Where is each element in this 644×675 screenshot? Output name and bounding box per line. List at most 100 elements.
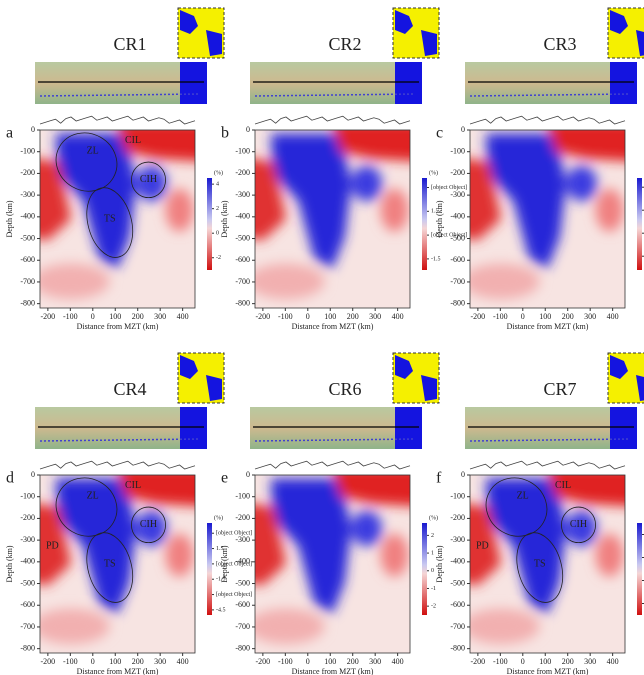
y-tick-label: -500 (20, 578, 35, 587)
x-tick-label: 100 (324, 312, 336, 321)
y-axis-label: Depth (km) (220, 200, 229, 237)
x-tick-label: -100 (493, 657, 508, 666)
y-tick-label: -200 (20, 168, 35, 177)
x-tick-label: 0 (521, 312, 525, 321)
y-axis-label: Depth (km) (5, 200, 14, 237)
slow-anomaly (255, 263, 325, 300)
fast-anomaly (136, 510, 168, 547)
slow-anomaly (595, 188, 624, 232)
annotation: ZL (517, 491, 529, 502)
dotted-line (254, 438, 416, 442)
x-tick-label: 0 (306, 312, 310, 321)
y-tick-label: -500 (450, 233, 465, 242)
panel-label: a (6, 125, 13, 142)
colorbar-tick-label: -1 (431, 586, 436, 592)
y-tick-label: -400 (450, 557, 465, 566)
y-tick-label: -100 (20, 492, 35, 501)
x-tick-label: 200 (347, 657, 359, 666)
y-tick-label: 0 (461, 125, 465, 134)
y-tick-label: -800 (235, 643, 250, 652)
dotted-line (254, 93, 416, 97)
panel-title: CR3 (543, 34, 576, 54)
y-tick-label: -600 (20, 255, 35, 264)
section-field (470, 475, 625, 653)
anomalies (255, 475, 410, 645)
section-field (470, 130, 625, 308)
colorbar-label: (%) (429, 514, 438, 521)
y-tick-label: -700 (20, 622, 35, 631)
x-tick-label: 300 (154, 312, 166, 321)
y-tick-label: 0 (31, 470, 35, 479)
colorbar-tick-label: -1.5 (431, 256, 441, 262)
slow-anomaly (119, 475, 195, 507)
x-tick-label: -100 (278, 657, 293, 666)
map-strip (250, 407, 422, 449)
x-axis-label: Distance from MZT (km) (77, 322, 159, 331)
colorbar-tick-label: 2 (216, 206, 219, 212)
x-axis-label: Distance from MZT (km) (292, 667, 374, 675)
x-tick-label: 200 (562, 657, 574, 666)
y-tick-label: 0 (461, 470, 465, 479)
fast-anomaly (351, 510, 383, 547)
panel-title: CR4 (113, 379, 146, 399)
annotation: PD (46, 540, 59, 551)
y-axis-label: Depth (km) (435, 200, 444, 237)
fast-anomaly (485, 478, 567, 614)
frame (469, 129, 626, 309)
x-tick-label: 200 (132, 657, 144, 666)
fast-anomaly (55, 133, 137, 269)
inset-sea (610, 355, 644, 401)
y-tick-label: -800 (20, 643, 35, 652)
y-tick-label: -500 (450, 578, 465, 587)
y-tick-label: -400 (235, 212, 250, 221)
map-strip (35, 407, 207, 449)
sea (610, 407, 637, 449)
fast-anomaly (270, 478, 352, 614)
y-tick-label: -800 (235, 298, 250, 307)
fast-anomaly (55, 478, 137, 614)
outline (86, 532, 134, 603)
panel-title: CR2 (328, 34, 361, 54)
topography (254, 460, 411, 470)
y-tick-label: -600 (20, 600, 35, 609)
y-tick-label: -600 (450, 600, 465, 609)
sea (180, 407, 207, 449)
x-axis-label: Distance from MZT (km) (292, 322, 374, 331)
y-tick-label: -700 (235, 277, 250, 286)
y-tick-label: -800 (20, 298, 35, 307)
colorbar-tick-label: 1.5 (216, 546, 224, 552)
y-tick-label: -100 (235, 147, 250, 156)
y-tick-label: -100 (450, 147, 465, 156)
x-tick-label: 200 (562, 312, 574, 321)
dotted-line (39, 438, 201, 442)
annotation: CIL (125, 135, 141, 146)
map-strip (465, 62, 637, 104)
colorbar-tick-label: 1 (431, 550, 434, 556)
colorbar-tick-label: -2 (216, 255, 221, 261)
y-tick-label: 0 (246, 125, 250, 134)
slow-anomaly (380, 533, 409, 577)
x-tick-label: 400 (607, 657, 619, 666)
x-tick-label: 300 (154, 657, 166, 666)
x-tick-label: -100 (493, 312, 508, 321)
x-tick-label: 200 (132, 312, 144, 321)
sea (395, 62, 422, 104)
annotation: PD (476, 540, 489, 551)
map-strip (465, 407, 637, 449)
x-tick-label: 300 (369, 657, 381, 666)
y-tick-label: -200 (450, 513, 465, 522)
y-axis-label: Depth (km) (5, 545, 14, 582)
x-tick-label: 400 (392, 657, 404, 666)
topography (39, 115, 196, 125)
inset-sea (395, 355, 437, 401)
slow-anomaly (470, 504, 501, 586)
y-tick-label: -300 (450, 190, 465, 199)
y-tick-label: -400 (450, 212, 465, 221)
x-tick-label: 300 (584, 657, 596, 666)
colorbar-tick-label: -4.5 (216, 607, 226, 613)
colorbar-tick-label: 4 (216, 182, 219, 188)
slow-anomaly (255, 159, 286, 241)
dotted-line (469, 93, 631, 97)
y-tick-label: -700 (20, 277, 35, 286)
section-field (40, 130, 195, 308)
